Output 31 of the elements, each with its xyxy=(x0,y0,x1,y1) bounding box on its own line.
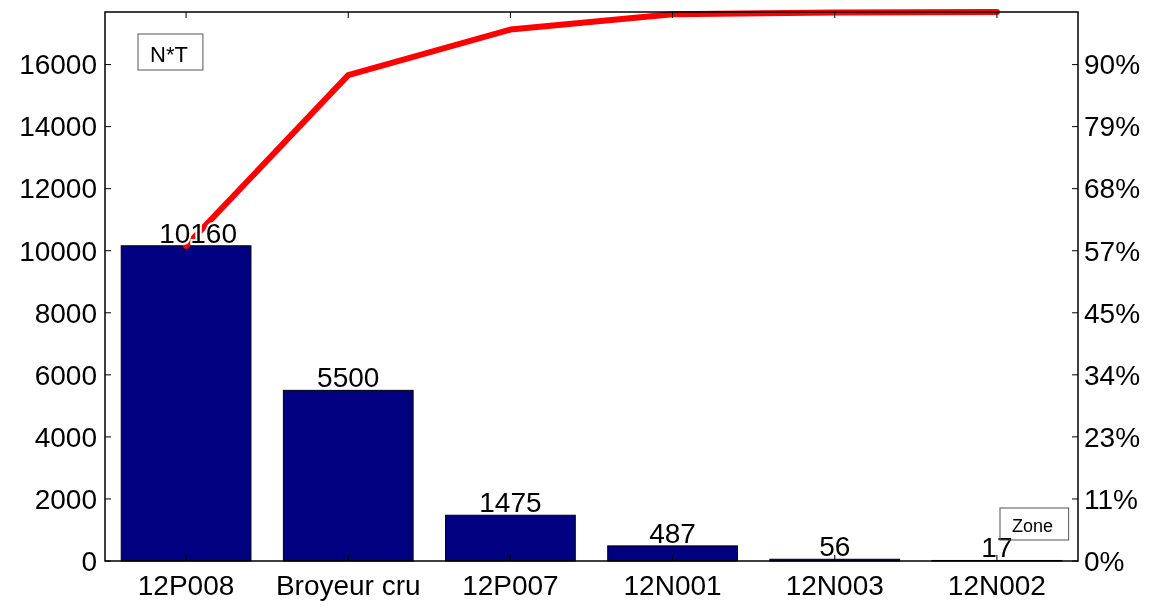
y-tick-label: 4000 xyxy=(34,421,97,453)
y-tick-label: 14000 xyxy=(19,111,97,143)
y-tick-label: 10000 xyxy=(19,235,97,267)
y2-tick-label: 68% xyxy=(1084,173,1141,205)
x-tick-label: 12P007 xyxy=(462,570,559,601)
x-tick-label: Broyeur cru xyxy=(275,570,421,601)
data-label: 5500 xyxy=(317,362,380,394)
y-tick-label: 16000 xyxy=(19,49,97,81)
y-tick-label: 12000 xyxy=(19,173,97,205)
x-tick-label: 12P008 xyxy=(137,570,235,601)
y2-tick-label: 34% xyxy=(1084,359,1141,391)
y2-tick-label: 90% xyxy=(1084,49,1141,81)
y2-tick-label: 0% xyxy=(1084,545,1125,577)
x-tick-label: 12N003 xyxy=(785,570,884,601)
data-label: 1475 xyxy=(479,487,542,519)
data-label: 56 xyxy=(819,531,851,563)
data-label: 487 xyxy=(649,517,696,549)
y-tick-label: 0 xyxy=(81,545,97,577)
y-tick-label: 6000 xyxy=(34,359,97,391)
y-tick-label: 8000 xyxy=(34,297,97,329)
x-tick-label: 12N002 xyxy=(947,570,1046,601)
y-tick-label: 2000 xyxy=(34,483,97,515)
y2-tick-label: 57% xyxy=(1084,235,1141,267)
annotation: N*T xyxy=(150,42,188,67)
annotation: Zone xyxy=(1012,516,1054,536)
y2-tick-label: 11% xyxy=(1084,483,1138,515)
data-label: 17 xyxy=(981,532,1013,564)
y2-tick-label: 79% xyxy=(1084,111,1141,143)
x-tick-label: 12N001 xyxy=(623,570,722,601)
y2-tick-label: 45% xyxy=(1084,297,1141,329)
y2-tick-label: 23% xyxy=(1084,421,1141,453)
